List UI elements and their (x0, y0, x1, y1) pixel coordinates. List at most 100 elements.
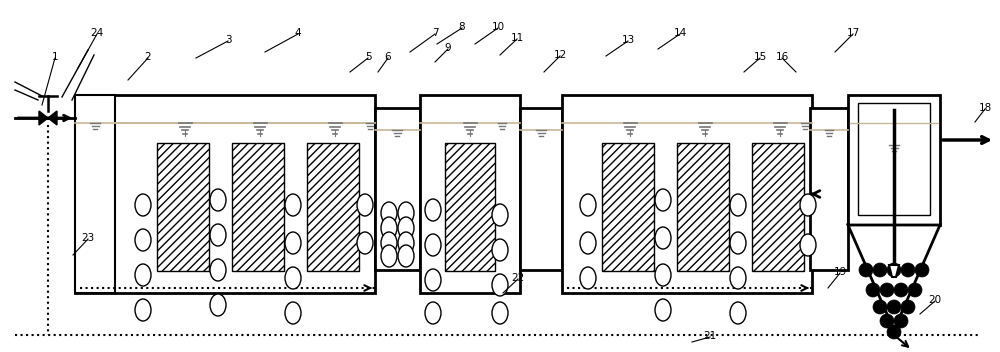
Polygon shape (889, 265, 899, 277)
Ellipse shape (381, 245, 397, 267)
Bar (562, 95, 812, 293)
Ellipse shape (880, 283, 894, 297)
Ellipse shape (381, 232, 397, 254)
Bar (75, 95, 375, 293)
Ellipse shape (425, 269, 441, 291)
Bar (752, 143, 804, 271)
Ellipse shape (425, 199, 441, 221)
Ellipse shape (887, 325, 901, 339)
Ellipse shape (357, 194, 373, 216)
Text: 4: 4 (295, 28, 301, 38)
Polygon shape (848, 225, 940, 330)
Ellipse shape (492, 239, 508, 261)
Ellipse shape (730, 232, 746, 254)
Ellipse shape (398, 202, 414, 224)
Ellipse shape (425, 302, 441, 324)
Ellipse shape (800, 234, 816, 256)
Ellipse shape (730, 194, 746, 216)
Ellipse shape (492, 204, 508, 226)
Bar (848, 95, 940, 225)
Text: 23: 23 (81, 233, 95, 243)
Ellipse shape (655, 299, 671, 321)
Text: 21: 21 (703, 331, 717, 341)
Bar (75, 95, 115, 293)
Ellipse shape (866, 283, 880, 297)
Text: 6: 6 (385, 52, 391, 62)
Ellipse shape (580, 232, 596, 254)
Bar (420, 95, 520, 293)
Bar (602, 143, 654, 271)
Ellipse shape (908, 283, 922, 297)
Ellipse shape (894, 314, 908, 328)
Ellipse shape (887, 263, 901, 277)
Text: 22: 22 (511, 273, 525, 283)
Ellipse shape (285, 232, 301, 254)
Ellipse shape (398, 232, 414, 254)
Bar (307, 143, 359, 271)
Ellipse shape (398, 245, 414, 267)
Bar (375, 108, 420, 270)
Ellipse shape (381, 202, 397, 224)
Ellipse shape (800, 194, 816, 216)
Ellipse shape (887, 300, 901, 314)
Ellipse shape (873, 300, 887, 314)
Polygon shape (48, 111, 57, 125)
Ellipse shape (873, 263, 887, 277)
Text: 20: 20 (928, 295, 942, 305)
Ellipse shape (901, 263, 915, 277)
Ellipse shape (135, 299, 151, 321)
Ellipse shape (730, 302, 746, 324)
Ellipse shape (655, 227, 671, 249)
Ellipse shape (135, 194, 151, 216)
Ellipse shape (492, 302, 508, 324)
Ellipse shape (859, 263, 873, 277)
Text: 14: 14 (673, 28, 687, 38)
Bar (157, 143, 209, 271)
Polygon shape (39, 111, 48, 125)
Text: 24: 24 (90, 28, 104, 38)
Ellipse shape (398, 217, 414, 239)
Bar (520, 108, 562, 270)
Text: 18: 18 (978, 103, 992, 113)
Ellipse shape (655, 189, 671, 211)
Ellipse shape (580, 267, 596, 289)
Text: 1: 1 (52, 52, 58, 62)
Bar (810, 108, 848, 270)
Ellipse shape (880, 314, 894, 328)
Ellipse shape (135, 229, 151, 251)
Text: 12: 12 (553, 50, 567, 60)
Ellipse shape (357, 232, 373, 254)
Ellipse shape (580, 194, 596, 216)
Ellipse shape (655, 264, 671, 286)
Ellipse shape (210, 259, 226, 281)
Bar (858, 103, 930, 215)
Text: 8: 8 (459, 22, 465, 32)
Ellipse shape (285, 302, 301, 324)
Text: 5: 5 (365, 52, 371, 62)
Bar (445, 143, 495, 271)
Ellipse shape (285, 194, 301, 216)
Ellipse shape (894, 283, 908, 297)
Text: 16: 16 (775, 52, 789, 62)
Text: 11: 11 (510, 33, 524, 43)
Ellipse shape (492, 274, 508, 296)
Ellipse shape (135, 264, 151, 286)
Text: 17: 17 (846, 28, 860, 38)
Ellipse shape (730, 267, 746, 289)
Text: 10: 10 (491, 22, 505, 32)
Text: 19: 19 (833, 267, 847, 277)
Text: 7: 7 (432, 28, 438, 38)
Ellipse shape (210, 224, 226, 246)
Text: 13: 13 (621, 35, 635, 45)
Ellipse shape (210, 189, 226, 211)
Ellipse shape (915, 263, 929, 277)
Ellipse shape (425, 234, 441, 256)
Bar (677, 143, 729, 271)
Ellipse shape (901, 300, 915, 314)
Text: 15: 15 (753, 52, 767, 62)
Text: 9: 9 (445, 43, 451, 53)
Text: 2: 2 (145, 52, 151, 62)
Ellipse shape (381, 217, 397, 239)
Bar (232, 143, 284, 271)
Ellipse shape (210, 294, 226, 316)
